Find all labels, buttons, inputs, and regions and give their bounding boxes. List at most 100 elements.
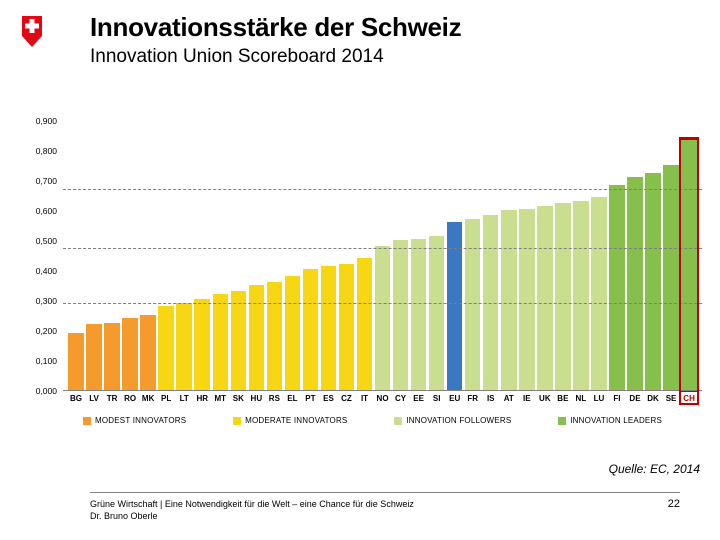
legend-label: INNOVATION LEADERS xyxy=(570,416,662,425)
x-label: TR xyxy=(103,394,121,403)
x-label: RS xyxy=(265,394,283,403)
x-label: SK xyxy=(229,394,247,403)
swiss-logo xyxy=(16,16,48,52)
bar-column xyxy=(283,276,301,390)
bar-column xyxy=(680,140,698,391)
x-label: SE xyxy=(662,394,680,403)
x-label: EU xyxy=(446,394,464,403)
bar-se xyxy=(663,165,679,390)
bar-column xyxy=(85,324,103,390)
x-label: EE xyxy=(410,394,428,403)
chart-reference-line xyxy=(63,189,702,190)
x-label: HU xyxy=(247,394,265,403)
chart-bars xyxy=(63,120,702,390)
footer-left: Grüne Wirtschaft | Eine Notwendigkeit fü… xyxy=(90,498,414,522)
chart-x-labels: BGLVTRROMKPLLTHRMTSKHURSELPTESCZITNOCYEE… xyxy=(63,394,702,403)
bar-column xyxy=(157,306,175,390)
legend-item: INNOVATION FOLLOWERS xyxy=(394,416,511,425)
legend-item: MODERATE INNOVATORS xyxy=(233,416,347,425)
chart-reference-line xyxy=(63,303,702,304)
bar-mt xyxy=(213,294,229,390)
chart-gridline: 0,000 xyxy=(63,390,702,391)
x-label: DE xyxy=(626,394,644,403)
bar-column xyxy=(337,264,355,390)
footer-line1: Grüne Wirtschaft | Eine Notwendigkeit fü… xyxy=(90,499,414,509)
chart-gridline: 0,200 xyxy=(63,330,702,331)
chart-gridline: 0,100 xyxy=(63,360,702,361)
bar-column xyxy=(428,236,446,391)
x-label: MT xyxy=(211,394,229,403)
bar-ro xyxy=(122,318,138,390)
bar-column xyxy=(319,266,337,391)
bar-cz xyxy=(339,264,355,390)
x-label: RO xyxy=(121,394,139,403)
x-label: CY xyxy=(392,394,410,403)
bar-column xyxy=(464,219,482,390)
y-tick-label: 0,200 xyxy=(36,326,57,336)
bar-sk xyxy=(231,291,247,390)
page-subtitle: Innovation Union Scoreboard 2014 xyxy=(90,46,384,68)
x-label: PL xyxy=(157,394,175,403)
chart-gridline: 0,400 xyxy=(63,270,702,271)
chart-reference-line xyxy=(63,248,702,249)
source-text: Quelle: EC, 2014 xyxy=(609,462,700,476)
bar-cy xyxy=(393,240,409,390)
footer-rule xyxy=(90,492,680,493)
chart-plot: 0,0000,1000,2000,3000,4000,5000,6000,700… xyxy=(63,120,702,390)
bar-bg xyxy=(68,333,84,390)
bar-column xyxy=(121,318,139,390)
bar-lt xyxy=(176,303,192,390)
bar-pl xyxy=(158,306,174,390)
bar-dk xyxy=(645,173,661,391)
bar-column xyxy=(662,165,680,390)
x-label: ES xyxy=(319,394,337,403)
x-label: IS xyxy=(482,394,500,403)
bar-nl xyxy=(573,201,589,390)
bar-column xyxy=(193,299,211,391)
bar-column xyxy=(410,239,428,391)
footer-line2: Dr. Bruno Oberle xyxy=(90,511,158,521)
bar-fr xyxy=(465,219,481,390)
chart-gridline: 0,900 xyxy=(63,120,702,121)
page-title: Innovationsstärke der Schweiz xyxy=(90,12,461,43)
x-label: AT xyxy=(500,394,518,403)
chart-legend: MODEST INNOVATORS MODERATE INNOVATORS INNO… xyxy=(63,416,702,425)
slide: Innovationsstärke der Schweiz Innovation… xyxy=(0,0,720,540)
bar-rs xyxy=(267,282,283,390)
bar-column xyxy=(572,201,590,390)
y-tick-label: 0,800 xyxy=(36,146,57,156)
bar-column xyxy=(265,282,283,390)
x-label: IT xyxy=(356,394,374,403)
bar-column xyxy=(229,291,247,390)
bar-column xyxy=(392,240,410,390)
legend-label: MODEST INNOVATORS xyxy=(95,416,186,425)
x-label: NO xyxy=(374,394,392,403)
bar-de xyxy=(627,177,643,390)
bar-column xyxy=(175,303,193,390)
y-tick-label: 0,400 xyxy=(36,266,57,276)
x-label: NL xyxy=(572,394,590,403)
chart-gridline: 0,800 xyxy=(63,150,702,151)
bar-column xyxy=(626,177,644,390)
bar-el xyxy=(285,276,301,390)
y-tick-label: 0,500 xyxy=(36,236,57,246)
bar-column xyxy=(67,333,85,390)
bar-column xyxy=(536,206,554,391)
x-label: LU xyxy=(590,394,608,403)
bar-ee xyxy=(411,239,427,391)
bar-column xyxy=(139,315,157,390)
x-label: LT xyxy=(175,394,193,403)
chart-gridline: 0,700 xyxy=(63,180,702,181)
bar-column xyxy=(644,173,662,391)
bar-column xyxy=(211,294,229,390)
bar-be xyxy=(555,203,571,391)
bar-es xyxy=(321,266,337,391)
legend-item: MODEST INNOVATORS xyxy=(83,416,186,425)
bar-column xyxy=(356,258,374,390)
x-label: BG xyxy=(67,394,85,403)
page-number: 22 xyxy=(668,498,680,510)
bar-tr xyxy=(104,323,120,391)
x-label: MK xyxy=(139,394,157,403)
x-label: UK xyxy=(536,394,554,403)
bar-it xyxy=(357,258,373,390)
